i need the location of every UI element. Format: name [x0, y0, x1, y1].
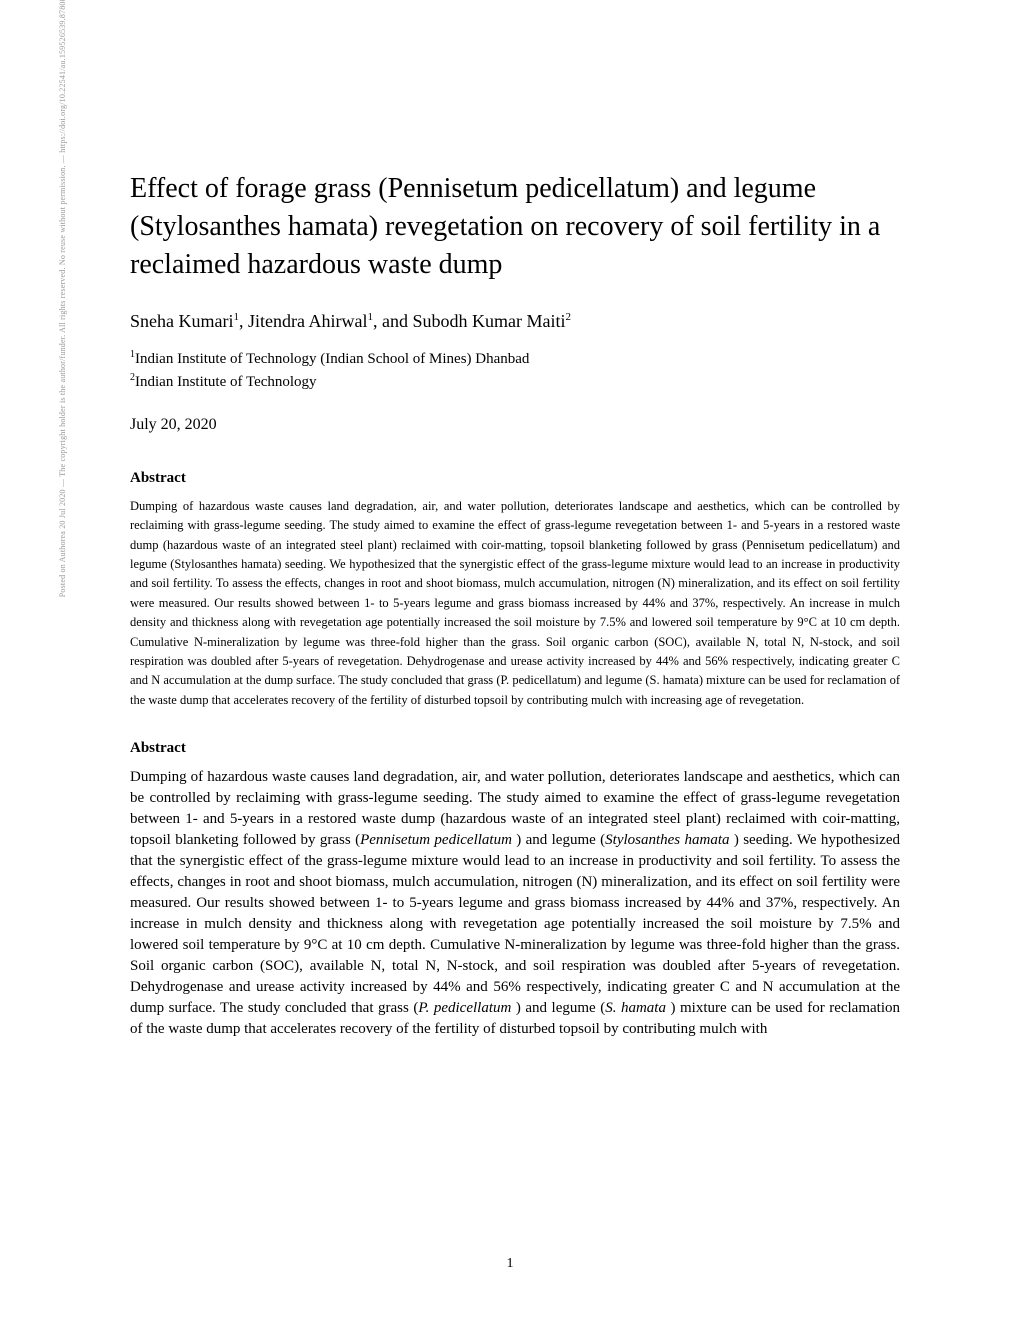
abstract-large-part2: ) and legume (: [512, 832, 605, 848]
affiliation-1-text: Indian Institute of Technology (Indian S…: [135, 351, 529, 367]
abstract-heading-2: Abstract: [130, 740, 900, 757]
abstract-italic-4: S. hamata: [605, 1000, 666, 1016]
author-3-sup: 2: [565, 311, 571, 323]
sidebar-watermark: Posted on Authorea 20 Jul 2020 — The cop…: [58, 0, 67, 660]
affiliation-2-text: Indian Institute of Technology: [135, 374, 317, 390]
paper-title: Effect of forage grass (Pennisetum pedic…: [130, 170, 900, 283]
affiliations: 1Indian Institute of Technology (Indian …: [130, 348, 900, 394]
authors-line: Sneha Kumari1, Jitendra Ahirwal1, and Su…: [130, 311, 900, 332]
date: July 20, 2020: [130, 416, 900, 434]
page-number: 1: [0, 1256, 1020, 1272]
affiliation-1: 1Indian Institute of Technology (Indian …: [130, 348, 900, 371]
abstract-italic-3: P. pedicellatum: [418, 1000, 511, 1016]
author-1-sup: 1: [233, 311, 239, 323]
affiliation-2: 2Indian Institute of Technology: [130, 371, 900, 394]
abstract-italic-1: Pennisetum pedicellatum: [360, 832, 512, 848]
author-1-name: Sneha Kumari: [130, 311, 233, 331]
abstract-large-part4: ) and legume (: [511, 1000, 605, 1016]
abstract-large: Dumping of hazardous waste causes land d…: [130, 767, 900, 1040]
author-2-name: Jitendra Ahirwal: [248, 311, 367, 331]
abstract-italic-2: Stylosanthes hamata: [605, 832, 729, 848]
abstract-heading-1: Abstract: [130, 470, 900, 487]
abstract-small: Dumping of hazardous waste causes land d…: [130, 497, 900, 710]
main-content: Effect of forage grass (Pennisetum pedic…: [0, 0, 1020, 1100]
abstract-large-part3: ) seeding. We hypothesized that the syne…: [130, 832, 900, 1016]
author-3-name: Subodh Kumar Maiti: [412, 311, 565, 331]
author-2-sup: 1: [367, 311, 373, 323]
